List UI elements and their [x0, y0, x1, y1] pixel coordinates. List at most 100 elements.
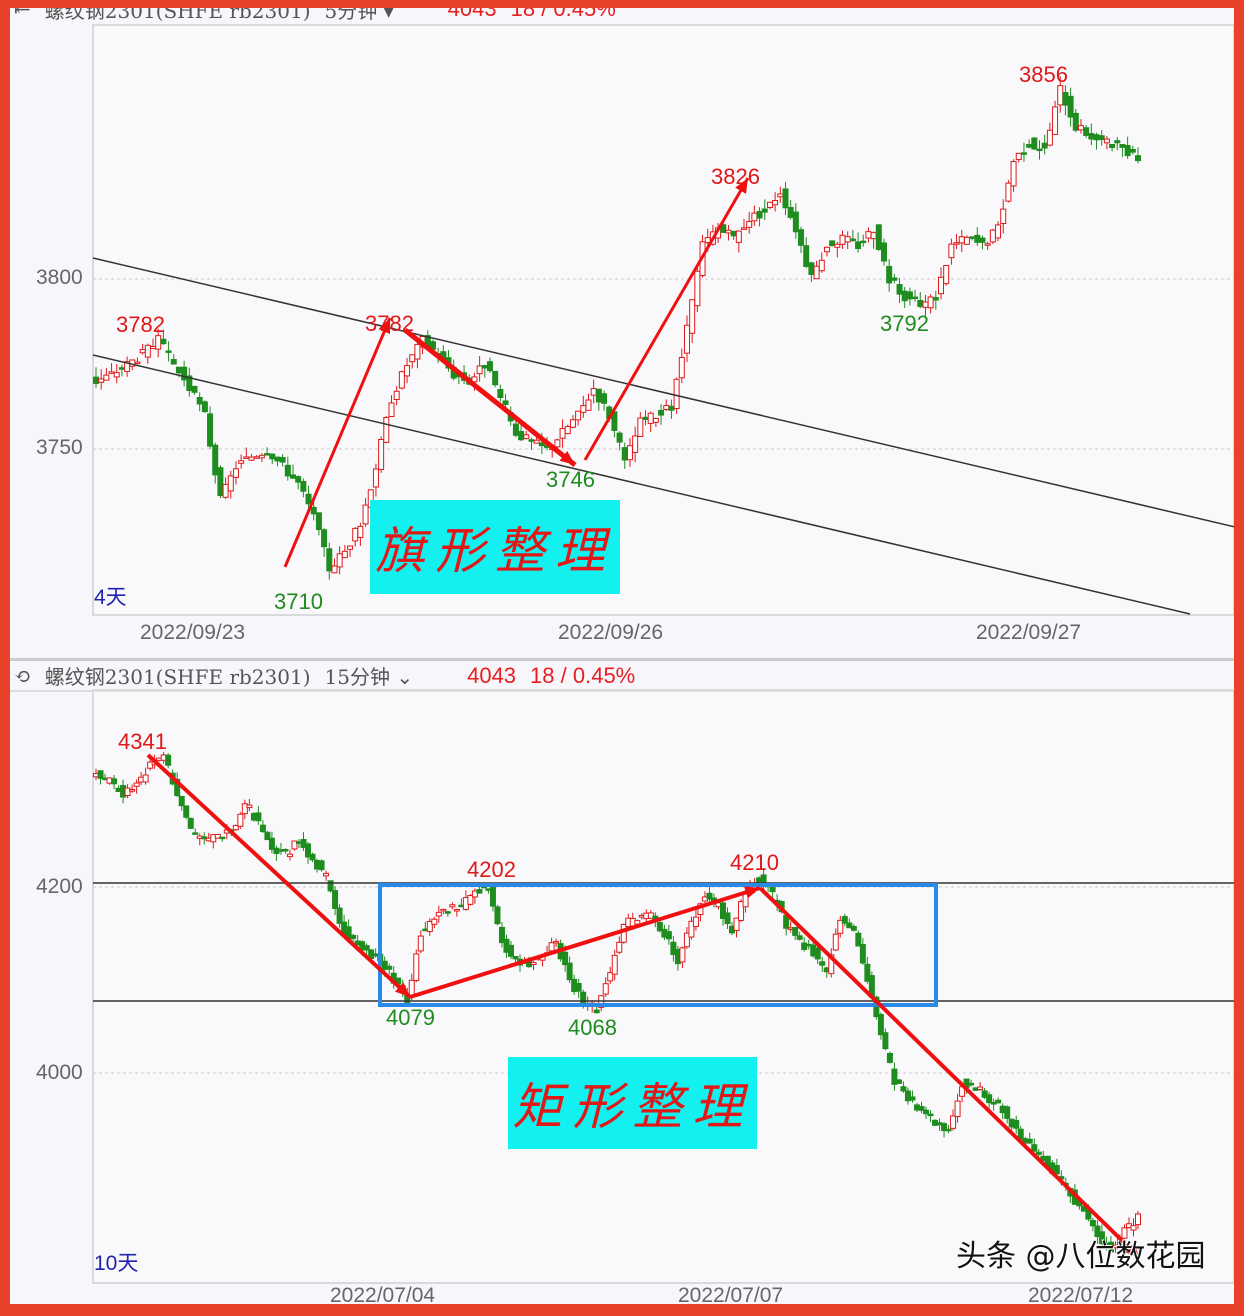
candle — [895, 1079, 902, 1084]
candle — [381, 960, 388, 970]
candle — [414, 343, 421, 360]
candle — [562, 951, 569, 966]
trend-arrow — [146, 753, 412, 999]
candle — [108, 371, 115, 374]
candle — [607, 972, 614, 982]
candle — [336, 907, 343, 924]
candle — [995, 224, 1002, 239]
candle — [569, 419, 576, 428]
candle — [938, 276, 945, 295]
candle — [880, 242, 887, 262]
candle — [300, 481, 307, 492]
candle — [626, 445, 633, 461]
candle — [264, 453, 271, 456]
candle — [689, 299, 696, 334]
candle — [258, 454, 265, 459]
period-select[interactable]: 15分钟 ⌄ — [324, 665, 414, 689]
candle — [621, 447, 628, 461]
candle — [471, 376, 478, 383]
bottom-chart-header: ⟲ 螺纹钢2301(SHFE rb2301) 15分钟 ⌄ 4043 18 / … — [10, 658, 1234, 692]
candle — [1031, 137, 1038, 150]
candle — [918, 1106, 925, 1111]
candle — [165, 754, 172, 766]
top-plot-area — [92, 24, 1234, 616]
candle — [238, 460, 245, 464]
candle — [93, 376, 99, 385]
candle — [363, 945, 370, 951]
channel-line-lower — [92, 354, 1191, 615]
candle — [246, 804, 253, 809]
candle — [656, 922, 663, 932]
candle — [295, 476, 302, 483]
period-select[interactable]: 5分钟 ▾ — [324, 8, 394, 23]
candle — [950, 1115, 957, 1129]
channel-line-upper — [92, 257, 1234, 528]
candle — [1088, 133, 1095, 140]
back-arrow-icon[interactable]: ⟲ — [14, 663, 31, 688]
candle — [201, 401, 208, 413]
candle — [772, 200, 779, 206]
back-arrow-icon[interactable]: ⇤ — [14, 8, 31, 21]
trend-arrow — [403, 328, 577, 467]
candle — [679, 947, 686, 963]
candle — [870, 232, 877, 240]
candle — [882, 1032, 889, 1050]
candle — [1020, 152, 1027, 155]
candle — [860, 240, 867, 244]
consolidation-rectangle — [378, 883, 938, 1007]
candle — [284, 464, 291, 477]
candle — [859, 943, 866, 964]
candle — [841, 916, 848, 924]
candle — [268, 837, 275, 850]
candle — [440, 908, 447, 912]
candle — [323, 872, 330, 877]
candle — [183, 805, 190, 818]
candle — [227, 475, 234, 492]
candle — [1026, 1138, 1033, 1144]
candle — [846, 922, 853, 929]
candle — [1124, 145, 1131, 157]
candle — [593, 1009, 600, 1014]
candle — [318, 860, 325, 871]
candle — [798, 229, 805, 246]
candle — [808, 262, 815, 275]
candle — [512, 423, 519, 436]
candle — [706, 892, 713, 900]
candle — [839, 234, 846, 245]
candle — [124, 787, 131, 796]
candle — [326, 548, 333, 572]
candle — [738, 901, 745, 921]
candle — [969, 236, 976, 239]
candle — [864, 963, 871, 982]
candle — [688, 920, 695, 938]
candle — [663, 405, 670, 410]
candle — [813, 265, 820, 280]
candle — [904, 1090, 911, 1102]
candle — [746, 220, 753, 228]
candle — [111, 778, 118, 785]
candle — [668, 405, 675, 411]
candle — [255, 812, 262, 822]
chart-canvas — [92, 24, 1234, 1284]
candle — [269, 453, 276, 460]
candle — [259, 824, 266, 832]
candle — [512, 955, 519, 960]
candle — [196, 396, 203, 405]
trend-arrow — [758, 886, 1142, 1260]
candle — [150, 345, 157, 350]
candle — [564, 426, 571, 435]
candle — [601, 393, 608, 404]
candle — [877, 1013, 884, 1036]
candle — [590, 388, 597, 396]
candle — [678, 356, 685, 379]
candle — [1103, 138, 1110, 144]
price-value: 4043 — [467, 662, 517, 688]
candle — [129, 789, 136, 792]
pivot-label: 4341 — [118, 729, 167, 754]
candle — [243, 456, 250, 459]
top-chart-header: ⇤ 螺纹钢2301(SHFE rb2301) 5分钟 ▾ 4043 18 / 0… — [10, 8, 1234, 24]
candle — [850, 925, 857, 931]
candle — [953, 242, 960, 245]
candle — [386, 965, 393, 970]
candle — [476, 365, 483, 375]
